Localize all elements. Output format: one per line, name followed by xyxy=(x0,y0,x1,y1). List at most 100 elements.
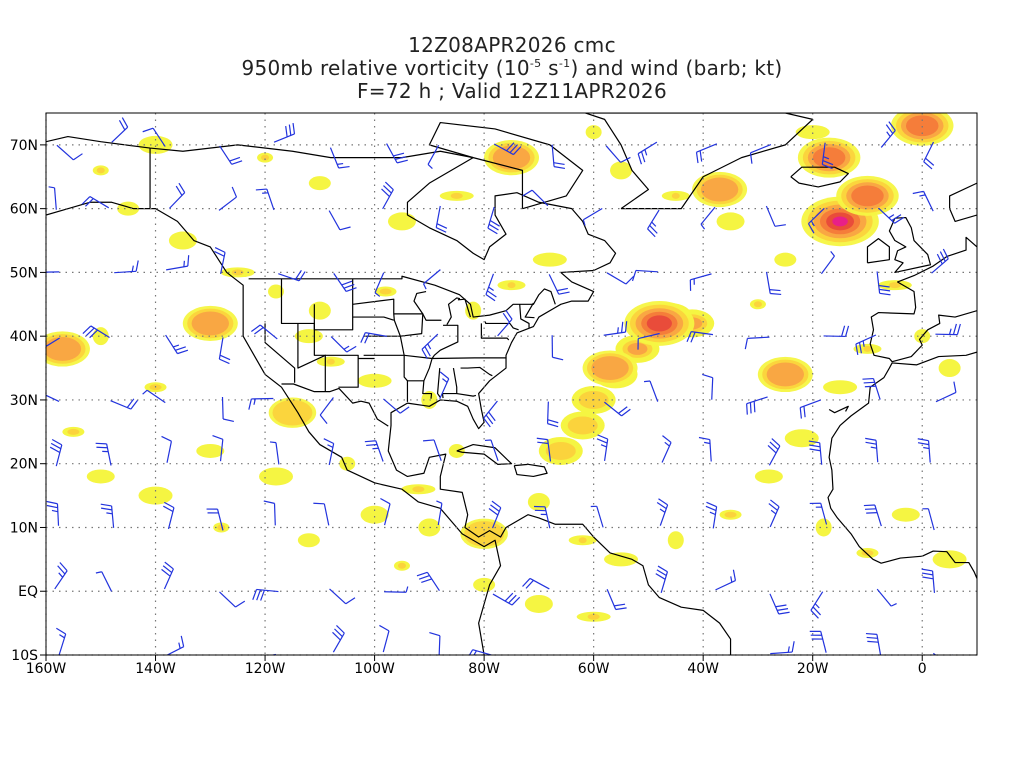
vorticity-patch xyxy=(217,524,226,531)
wind-barb-feather xyxy=(525,579,534,589)
wind-barb-shaft xyxy=(661,442,672,463)
wind-barb-shaft xyxy=(638,332,660,340)
wind-barb xyxy=(329,588,356,605)
wind-barb xyxy=(248,397,274,410)
wind-barb xyxy=(82,325,110,339)
wind-barb xyxy=(643,380,659,402)
wind-barb xyxy=(319,397,334,425)
wind-barb-feather xyxy=(121,117,129,128)
vorticity-patch xyxy=(610,161,633,180)
wind-barb-feather xyxy=(383,185,392,194)
wind-barb-feather xyxy=(858,342,862,354)
wind-barb-feather xyxy=(178,182,186,193)
wind-barb xyxy=(263,500,276,526)
wind-barb-shaft xyxy=(328,210,341,231)
wind-barb-feather xyxy=(220,678,231,681)
wind-barb xyxy=(767,438,781,466)
wind-barb-feather xyxy=(866,636,878,639)
wind-barb-shaft xyxy=(765,271,771,294)
wind-barb-feather xyxy=(360,332,366,343)
lon-label: 80W xyxy=(468,661,500,677)
wind-barb xyxy=(497,309,513,337)
wind-barb xyxy=(700,206,716,230)
wind-barb-feather xyxy=(48,186,55,189)
wind-barb-feather xyxy=(486,290,497,298)
wind-barb-feather xyxy=(89,329,98,339)
wind-barb xyxy=(770,641,795,655)
lon-label: 40W xyxy=(687,661,719,677)
wind-barb-feather xyxy=(597,434,608,440)
longitude-labels: 160W 140W 120W 100W 80W 60W 40W 20W 0 xyxy=(26,661,927,677)
lat-label: 60N xyxy=(10,202,38,218)
wind-barb-feather xyxy=(384,181,394,191)
wind-barb-feather xyxy=(254,327,264,335)
wind-barb-feather xyxy=(862,377,874,380)
wind-barb-feather xyxy=(749,152,753,164)
wind-barb-shaft xyxy=(332,632,345,653)
wind-barb-feather xyxy=(337,162,344,165)
vorticity-patch xyxy=(667,531,684,550)
wind-barb-shaft xyxy=(146,389,166,404)
island-cuba xyxy=(456,443,513,465)
wind-barb-feather xyxy=(582,219,586,226)
wind-barb-feather xyxy=(162,565,173,574)
wind-barb-feather xyxy=(953,381,957,393)
wind-barb xyxy=(54,562,68,590)
wind-barb-feather xyxy=(405,586,409,593)
wind-barb xyxy=(765,205,786,227)
wind-barb xyxy=(488,500,502,529)
wind-barb-shaft xyxy=(490,439,499,461)
wind-barb xyxy=(166,255,190,271)
wind-barb xyxy=(484,439,499,461)
wind-barb-feather xyxy=(537,441,549,445)
coastline-west-americas xyxy=(46,201,502,655)
wind-barb-feather xyxy=(841,325,846,337)
wind-barb-feather xyxy=(164,561,174,570)
wind-barb xyxy=(705,501,718,529)
wind-barb xyxy=(606,589,627,611)
state-border xyxy=(297,323,326,392)
wind-barb xyxy=(606,272,635,285)
vorticity-patch xyxy=(716,212,745,231)
wind-barb-feather xyxy=(423,439,435,442)
wind-barb xyxy=(631,269,658,282)
wind-barb-feather xyxy=(621,408,631,417)
wind-barb-feather xyxy=(513,146,522,155)
wind-barb-feather xyxy=(830,251,835,257)
vorticity-patch xyxy=(294,329,323,344)
vorticity-patch xyxy=(138,486,173,505)
lon-label: 20W xyxy=(797,661,829,677)
wind-barb-feather xyxy=(921,572,934,576)
wind-barb-shaft xyxy=(438,635,441,655)
vorticity-max xyxy=(700,177,739,202)
wind-barb xyxy=(637,332,660,350)
wind-barb-feather xyxy=(435,227,447,233)
wind-barb-feather xyxy=(173,344,180,348)
title-exponent-2: -1 xyxy=(558,57,571,70)
wind-barb-feather xyxy=(775,604,787,608)
wind-barb-shaft xyxy=(800,399,822,409)
wind-barb xyxy=(483,400,498,428)
wind-barb xyxy=(423,439,442,461)
wind-barb-feather xyxy=(558,291,570,295)
wind-barb xyxy=(251,324,278,340)
wind-barb xyxy=(935,381,957,403)
vorticity-band xyxy=(567,416,598,435)
wind-barb-shaft xyxy=(820,631,827,653)
vorticity-patch xyxy=(532,252,567,267)
vorticity-patch xyxy=(823,380,858,395)
wind-barb-feather xyxy=(808,440,820,444)
wind-barb-feather xyxy=(744,338,749,350)
wind-barb-feather xyxy=(865,508,877,510)
wind-barb-feather xyxy=(59,634,65,639)
wind-barb-feather xyxy=(118,120,126,131)
lat-label: 10N xyxy=(10,520,38,536)
wind-barb-shaft xyxy=(820,255,835,275)
wind-barb-feather xyxy=(51,509,58,513)
wind-barb-feather xyxy=(865,437,877,441)
wind-barb xyxy=(923,141,935,170)
wind-barb-feather xyxy=(749,402,752,414)
wind-barb-feather xyxy=(416,571,428,577)
wind-barb-shaft xyxy=(110,400,132,410)
wind-barb xyxy=(221,397,234,423)
